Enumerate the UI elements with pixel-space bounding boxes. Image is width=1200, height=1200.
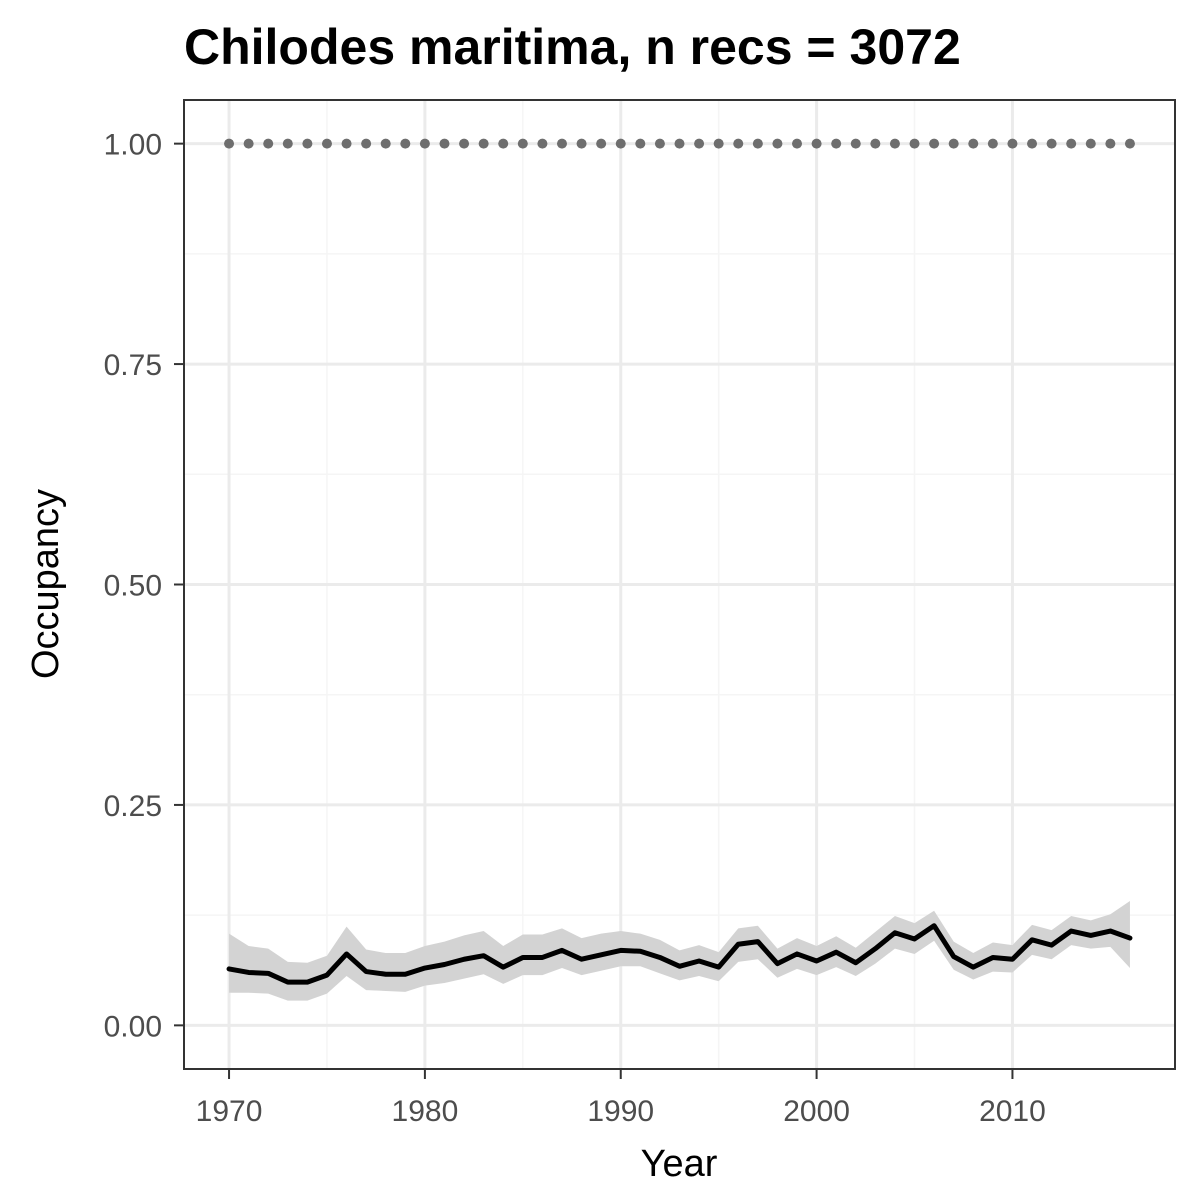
detectability-point xyxy=(576,138,587,149)
detectability-point xyxy=(909,138,920,149)
detectability-point xyxy=(1007,138,1018,149)
detectability-point xyxy=(772,138,783,149)
detectability-point xyxy=(517,138,528,149)
detectability-point xyxy=(792,138,803,149)
major-grid xyxy=(184,100,1175,1069)
detectability-point xyxy=(987,138,998,149)
detectability-point xyxy=(713,138,724,149)
detectability-point xyxy=(361,138,372,149)
detectability-point xyxy=(478,138,489,149)
confidence-ribbon xyxy=(229,901,1130,1001)
y-tick-label: 1.00 xyxy=(104,129,162,162)
detectability-point xyxy=(224,138,235,149)
detectability-point xyxy=(968,138,979,149)
detectability-point xyxy=(752,138,763,149)
detectability-point xyxy=(282,138,293,149)
x-tick-label: 1980 xyxy=(392,1095,459,1128)
detectability-point xyxy=(870,138,881,149)
y-tick-label: 0.50 xyxy=(104,570,162,603)
detectability-point xyxy=(400,138,411,149)
detectability-point xyxy=(850,138,861,149)
detectability-point xyxy=(1046,138,1057,149)
occupancy-mean-line xyxy=(226,923,1133,985)
detectability-point xyxy=(341,138,352,149)
y-tick-label: 0.00 xyxy=(104,1010,162,1043)
detectability-point xyxy=(694,138,705,149)
detectability-point xyxy=(439,138,450,149)
series-lines-layer xyxy=(226,923,1133,985)
chart-title: Chilodes maritima, n recs = 3072 xyxy=(184,19,961,75)
detectability-point xyxy=(674,138,685,149)
y-tick-label: 0.25 xyxy=(104,790,162,823)
y-tick-label: 0.75 xyxy=(104,349,162,382)
x-axis-title: Year xyxy=(641,1143,718,1185)
detectability-point xyxy=(459,138,470,149)
detectability-point xyxy=(556,138,567,149)
detectability-point xyxy=(654,138,665,149)
detectability-point xyxy=(948,138,959,149)
detectability-point xyxy=(243,138,254,149)
detectability-point xyxy=(1085,138,1096,149)
y-axis-ticks: 0.00 0.25 0.50 0.75 1.00 xyxy=(104,129,184,1043)
x-tick-label: 2010 xyxy=(979,1095,1046,1128)
detectability-point xyxy=(302,138,313,149)
detectability-point xyxy=(1105,138,1116,149)
y-axis-title: Occupancy xyxy=(25,489,67,679)
detectability-point xyxy=(831,138,842,149)
x-axis-ticks: 1970 1980 1990 2000 2010 xyxy=(196,1069,1046,1128)
detectability-point xyxy=(419,138,430,149)
x-tick-label: 1990 xyxy=(587,1095,654,1128)
detectability-point xyxy=(635,138,646,149)
detectability-point xyxy=(1124,138,1135,149)
detectability-points-layer xyxy=(224,138,1135,149)
x-tick-label: 2000 xyxy=(783,1095,850,1128)
detectability-point xyxy=(1066,138,1077,149)
detectability-point xyxy=(929,138,940,149)
detectability-point xyxy=(811,138,822,149)
detectability-point xyxy=(733,138,744,149)
detectability-point xyxy=(1027,138,1038,149)
x-tick-label: 1970 xyxy=(196,1095,263,1128)
detectability-point xyxy=(596,138,607,149)
detectability-point xyxy=(889,138,900,149)
confidence-ribbon-layer xyxy=(229,901,1130,1001)
detectability-point xyxy=(615,138,626,149)
detectability-point xyxy=(263,138,274,149)
detectability-point xyxy=(498,138,509,149)
detectability-point xyxy=(321,138,332,149)
detectability-point xyxy=(380,138,391,149)
detectability-point xyxy=(537,138,548,149)
